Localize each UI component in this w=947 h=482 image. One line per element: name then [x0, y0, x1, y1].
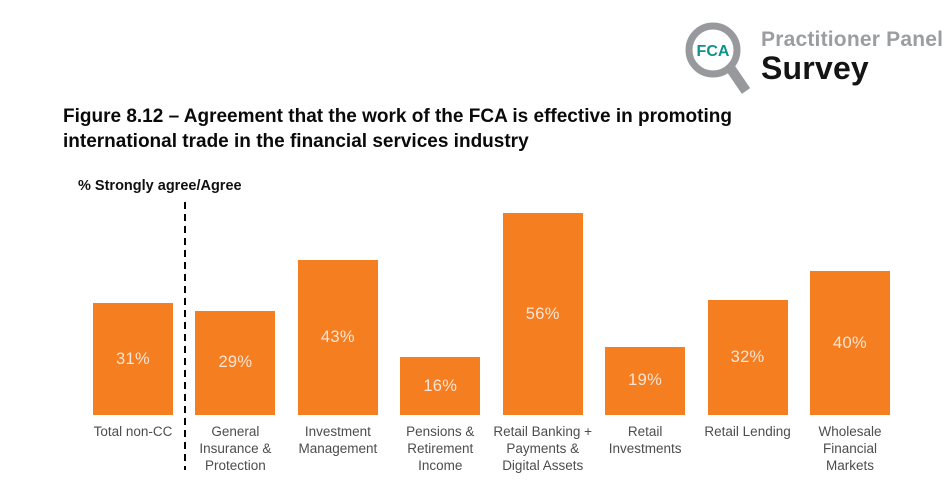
- logo-fca-text: FCA: [697, 43, 730, 60]
- y-axis-label: % Strongly agree/Agree: [78, 178, 242, 194]
- category-label: Total non-CC: [93, 424, 173, 439]
- bar-7: 40%: [810, 271, 890, 415]
- bar-1: 29%: [195, 310, 276, 415]
- bar-value-label: 19%: [628, 371, 663, 390]
- category-label: General Insurance & Protection: [199, 424, 272, 473]
- figure-title: Figure 8.12 – Agreement that the work of…: [63, 106, 732, 152]
- logo-survey-text: Survey: [761, 50, 869, 86]
- category-label: Wholesale Financial Markets: [818, 424, 882, 473]
- bar-5: 19%: [605, 346, 686, 415]
- bar-0: 31%: [93, 303, 173, 415]
- magnifier-icon: FCA: [685, 22, 751, 94]
- bar-6: 32%: [707, 299, 788, 415]
- bar-value-label: 31%: [116, 349, 150, 368]
- bar-value-label: 29%: [218, 353, 253, 372]
- bar-value-label: 43%: [320, 328, 355, 347]
- bar-value-label: 16%: [423, 376, 458, 395]
- logo-practitioner-panel-text: Practitioner Panel: [761, 28, 944, 51]
- bar-3: 16%: [400, 357, 481, 415]
- category-label: Retail Lending: [704, 424, 791, 439]
- bar-value-label: 56%: [525, 304, 560, 323]
- fca-survey-logo: FCA Practitioner Panel Survey: [677, 12, 943, 96]
- bar-4: 56%: [502, 213, 583, 415]
- cc-separator-line: [184, 202, 186, 470]
- bar-value-label: 40%: [833, 333, 867, 352]
- category-label: Retail Investments: [608, 424, 682, 456]
- category-label: Retail Banking + Payments & Digital Assets: [493, 424, 593, 473]
- logo-wordmark: Practitioner Panel Survey: [761, 12, 943, 87]
- bar-2: 43%: [297, 260, 378, 415]
- category-label: Investment Management: [298, 424, 378, 456]
- category-label: Pensions & Retirement Income: [406, 424, 475, 473]
- bar-value-label: 32%: [730, 347, 765, 366]
